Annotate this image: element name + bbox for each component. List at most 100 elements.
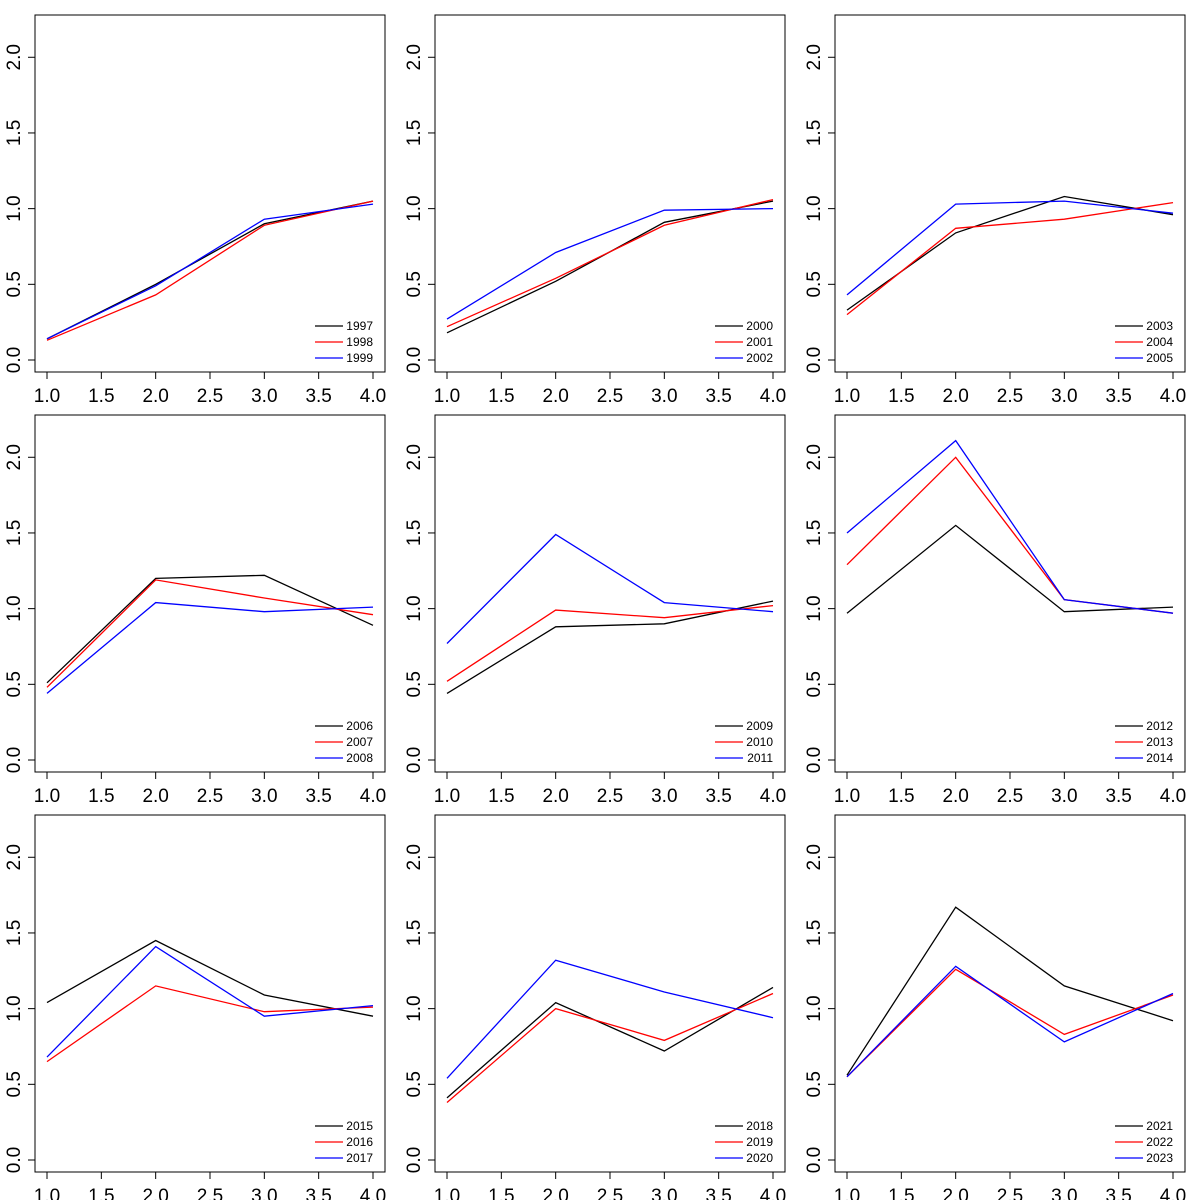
y-tick-label: 0.0: [4, 1147, 25, 1173]
chart-panel-9: 1.0 1.5 2.0 2.5 3.0 3.5 4.0 0.0 0.5 1.0 1.5 2.0 2021…: [804, 814, 1186, 1200]
x-tick-label: 3.5: [1105, 386, 1131, 407]
x-tick-label: 3.5: [1105, 1186, 1131, 1200]
x-tick-label: 1.0: [834, 786, 860, 807]
series-line-2005: [846, 200, 1174, 296]
x-tick-label: 2.5: [197, 386, 223, 407]
chart-panel-1: 1.0 1.5 2.0 2.5 3.0 3.5 4.0 0.0 0.5 1.0 1.5 2.0 1997…: [4, 14, 386, 407]
series-line-2002: [446, 207, 774, 320]
legend-label: 2023: [1146, 1151, 1173, 1165]
series-line-2011: [446, 533, 774, 644]
series-line-2014: [846, 439, 1174, 614]
x-tick-label: 3.0: [651, 386, 677, 407]
chart-panel-2: 1.0 1.5 2.0 2.5 3.0 3.5 4.0 0.0 0.5 1.0 1.5 2.0 2000…: [404, 14, 786, 407]
y-tick-label: 1.0: [404, 195, 425, 221]
chart-panel-5: 1.0 1.5 2.0 2.5 3.0 3.5 4.0 0.0 0.5 1.0 1.5 2.0 2009…: [404, 414, 786, 807]
x-tick-label: 2.0: [542, 786, 568, 807]
legend-label: 1998: [346, 335, 373, 349]
x-tick-label: 4.0: [760, 386, 786, 407]
plot-frame: [834, 14, 1186, 373]
x-tick-label: 3.0: [651, 1186, 677, 1200]
x-tick-label: 3.0: [1051, 1186, 1077, 1200]
x-tick-label: 1.0: [834, 386, 860, 407]
series-line-2010: [446, 604, 774, 682]
y-tick-label: 1.0: [804, 595, 825, 621]
y-tick-label: 0.5: [404, 671, 425, 697]
x-tick-label: 2.0: [142, 1186, 168, 1200]
legend-label: 2017: [346, 1151, 373, 1165]
plot-frame: [834, 814, 1186, 1173]
chart-panel-7: 1.0 1.5 2.0 2.5 3.0 3.5 4.0 0.0 0.5 1.0 1.5 2.0 2015…: [4, 814, 386, 1200]
legend-label: 2008: [346, 751, 373, 765]
x-tick-label: 3.0: [251, 386, 277, 407]
series-line-1999: [46, 203, 374, 340]
y-tick-label: 0.0: [404, 1147, 425, 1173]
legend-label: 2014: [1146, 751, 1173, 765]
series-line-2020: [446, 959, 774, 1079]
x-tick-label: 2.5: [597, 1186, 623, 1200]
legend-label: 2018: [746, 1119, 773, 1133]
y-tick-label: 1.0: [4, 595, 25, 621]
series-line-2000: [446, 200, 774, 334]
x-tick-label: 4.0: [760, 786, 786, 807]
x-tick-label: 4.0: [1160, 786, 1186, 807]
y-tick-label: 1.0: [404, 595, 425, 621]
legend-label: 2010: [746, 735, 773, 749]
y-tick-label: 2.0: [404, 444, 425, 470]
x-tick-label: 1.0: [34, 386, 60, 407]
x-tick-label: 2.0: [142, 386, 168, 407]
x-tick-label: 1.5: [88, 386, 114, 407]
y-tick-label: 1.5: [4, 520, 25, 546]
series-line-2007: [46, 579, 374, 688]
legend-label: 2007: [346, 735, 373, 749]
chart-panel-3: 1.0 1.5 2.0 2.5 3.0 3.5 4.0 0.0 0.5 1.0 1.5 2.0 2003…: [804, 14, 1186, 407]
y-tick-label: 1.0: [4, 195, 25, 221]
series-line-2009: [446, 600, 774, 694]
series-line-2008: [46, 601, 374, 694]
x-tick-label: 2.0: [542, 1186, 568, 1200]
x-tick-label: 2.5: [197, 1186, 223, 1200]
legend-label: 2022: [1146, 1135, 1173, 1149]
y-tick-label: 1.5: [804, 120, 825, 146]
series-line-2019: [446, 992, 774, 1103]
series-line-2006: [46, 574, 374, 684]
plot-frame: [34, 414, 386, 773]
x-tick-label: 2.0: [942, 786, 968, 807]
series-line-2022: [846, 968, 1174, 1078]
series-line-2001: [446, 198, 774, 328]
chart-panel-6: 1.0 1.5 2.0 2.5 3.0 3.5 4.0 0.0 0.5 1.0 1.5 2.0 2012…: [804, 414, 1186, 807]
y-tick-label: 2.0: [4, 444, 25, 470]
legend-label: 1997: [346, 319, 373, 333]
series-line-2023: [846, 965, 1174, 1078]
x-tick-label: 3.0: [251, 786, 277, 807]
x-tick-label: 3.5: [305, 786, 331, 807]
x-tick-label: 3.5: [705, 1186, 731, 1200]
y-tick-label: 0.0: [4, 347, 25, 373]
y-tick-label: 1.5: [4, 920, 25, 946]
plot-frame: [434, 414, 786, 773]
series-line-2018: [446, 986, 774, 1099]
y-tick-label: 0.5: [804, 671, 825, 697]
x-tick-label: 1.5: [488, 386, 514, 407]
y-tick-label: 0.0: [4, 747, 25, 773]
y-tick-label: 1.0: [804, 995, 825, 1021]
series-line-2004: [846, 201, 1174, 316]
x-tick-label: 3.5: [705, 386, 731, 407]
x-tick-label: 4.0: [760, 1186, 786, 1200]
legend-label: 2015: [346, 1119, 373, 1133]
y-tick-label: 0.5: [4, 271, 25, 297]
legend-label: 2000: [746, 319, 773, 333]
y-tick-label: 1.0: [804, 195, 825, 221]
legend-label: 2013: [1146, 735, 1173, 749]
x-tick-label: 2.0: [942, 1186, 968, 1200]
x-tick-label: 3.5: [305, 386, 331, 407]
legend-label: 2016: [346, 1135, 373, 1149]
y-tick-label: 2.0: [4, 844, 25, 870]
plot-frame: [434, 14, 786, 373]
legend-label: 2005: [1146, 351, 1173, 365]
legend-label: 2011: [747, 751, 773, 765]
x-tick-label: 3.5: [1105, 786, 1131, 807]
series-line-2016: [46, 985, 374, 1063]
legend-label: 2003: [1146, 319, 1173, 333]
legend-label: 1999: [346, 351, 373, 365]
